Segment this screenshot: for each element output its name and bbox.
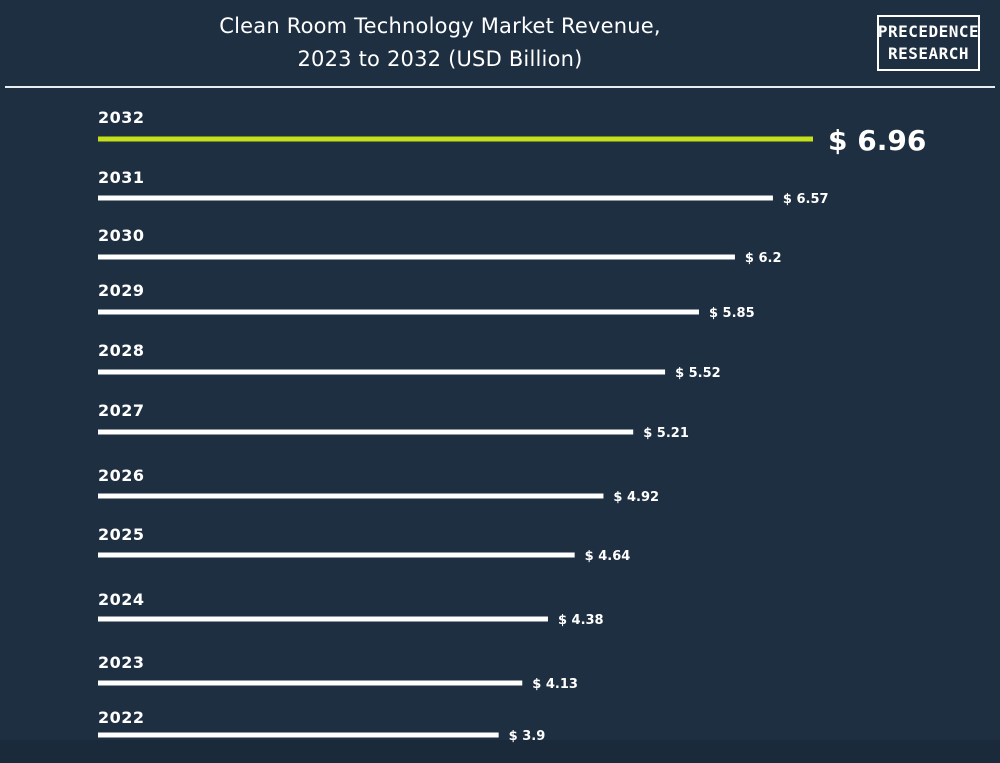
chart-title-line-2: 2023 to 2032 (USD Billion) <box>297 47 583 71</box>
year-label-2024: 2024 <box>98 590 145 609</box>
bar-2032 <box>98 136 813 142</box>
value-label-2027: $ 5.21 <box>643 426 689 441</box>
value-label-2028: $ 5.52 <box>675 366 721 381</box>
value-label-2025: $ 4.64 <box>585 549 631 564</box>
bar-2027 <box>98 429 634 435</box>
year-label-2027: 2027 <box>98 401 145 420</box>
year-label-2028: 2028 <box>98 341 145 360</box>
precedence-research-logo: PRECEDENCE RESEARCH <box>877 15 980 71</box>
value-label-2029: $ 5.85 <box>709 306 755 321</box>
value-label-2026: $ 4.92 <box>613 490 659 505</box>
bar-2022 <box>98 732 499 738</box>
chart-title-line-1: Clean Room Technology Market Revenue, <box>219 14 661 38</box>
value-label-2024: $ 4.38 <box>558 613 604 628</box>
year-label-2026: 2026 <box>98 466 145 485</box>
bar-2030 <box>98 254 735 260</box>
logo-line-2: RESEARCH <box>887 44 970 63</box>
bar-2028 <box>98 369 666 375</box>
year-label-2032: 2032 <box>98 108 145 127</box>
value-label-2030: $ 6.2 <box>745 251 782 266</box>
year-label-2031: 2031 <box>98 168 145 187</box>
bar-2029 <box>98 309 699 315</box>
value-label-2032: $ 6.96 <box>828 124 926 157</box>
bar-2031 <box>98 195 773 201</box>
logo-line-1: PRECEDENCE <box>877 22 980 41</box>
year-label-2022: 2022 <box>98 708 145 727</box>
value-label-2023: $ 4.13 <box>532 677 578 692</box>
value-label-2022: $ 3.9 <box>509 729 546 744</box>
year-label-2025: 2025 <box>98 525 145 544</box>
value-label-2031: $ 6.57 <box>783 192 829 207</box>
bar-2023 <box>98 680 523 686</box>
bar-2024 <box>98 616 548 622</box>
year-label-2029: 2029 <box>98 281 145 300</box>
year-label-2023: 2023 <box>98 653 145 672</box>
bottom-band <box>0 740 1000 763</box>
header-divider <box>5 86 995 88</box>
bar-2026 <box>98 493 604 499</box>
chart-title: Clean Room Technology Market Revenue, 20… <box>130 10 750 76</box>
bar-2025 <box>98 552 575 558</box>
year-label-2030: 2030 <box>98 226 145 245</box>
